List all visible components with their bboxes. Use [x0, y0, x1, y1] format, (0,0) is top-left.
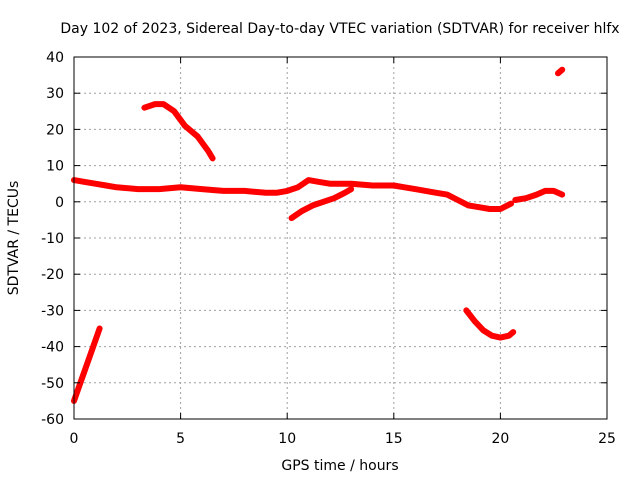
series-segment-2	[141, 101, 216, 162]
x-axis-label: GPS time / hours	[281, 458, 398, 474]
x-tick-label: 15	[385, 431, 403, 447]
series-segment-4	[288, 186, 355, 222]
x-tick-label: 10	[278, 431, 296, 447]
series-segment-7	[555, 66, 566, 77]
x-tick-label: 20	[491, 431, 509, 447]
y-tick-label: -40	[41, 340, 64, 356]
y-tick-label: 20	[46, 122, 64, 138]
x-tick-label: 5	[176, 431, 185, 447]
y-tick-label: 10	[46, 159, 64, 175]
chart-title: Day 102 of 2023, Sidereal Day-to-day VTE…	[60, 21, 619, 37]
grid-lines	[74, 57, 607, 419]
y-tick-label: 30	[46, 86, 64, 102]
y-tick-label: 40	[46, 50, 64, 66]
y-tick-label: 0	[55, 195, 64, 211]
y-tick-label: -10	[41, 231, 64, 247]
x-tick-label: 0	[70, 431, 79, 447]
y-tick-label: -60	[41, 412, 64, 428]
y-tick-label: -30	[41, 303, 64, 319]
y-tick-label: -20	[41, 267, 64, 283]
axis-ticks: 0 5 10 15 20 25 -60 -50 -40 -30 -20 -10 0 10 20 30 40	[41, 50, 616, 447]
series-segment-1	[71, 325, 103, 404]
series-segment-3	[71, 177, 515, 212]
x-tick-label: 25	[598, 431, 616, 447]
series-segment-6	[512, 187, 566, 203]
series-segment-5	[463, 307, 517, 341]
series-layer	[71, 66, 566, 404]
y-axis-label: SDTVAR / TECUs	[6, 181, 22, 296]
y-tick-label: -50	[41, 376, 64, 392]
